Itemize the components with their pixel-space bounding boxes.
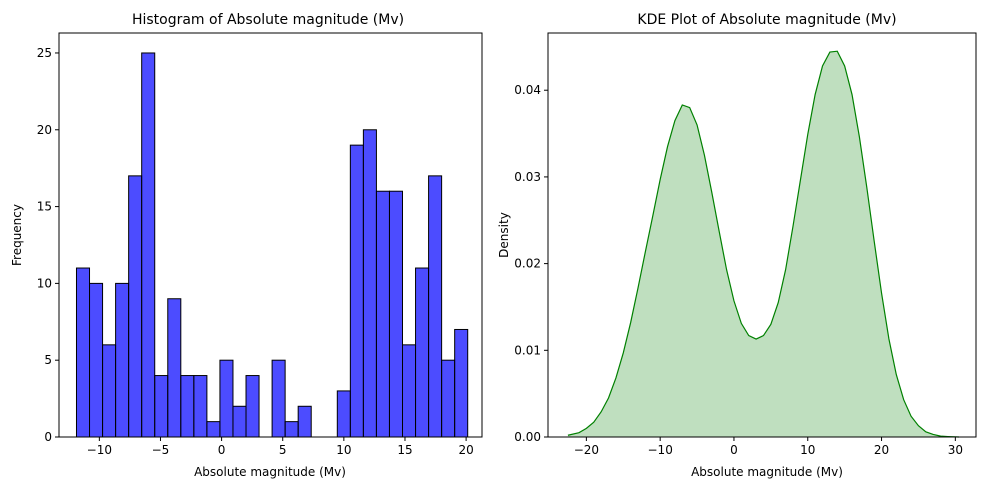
y-tick-label: 0 [44,430,52,444]
y-tick-label: 0.01 [514,343,541,357]
histogram-panel: Histogram of Absolute magnitude (Mv) −10… [10,12,483,479]
kde-title: KDE Plot of Absolute magnitude (Mv) [637,12,896,28]
histogram-bar [193,375,208,438]
kde-x-axis-label: Absolute magnitude (Mv) [691,465,843,479]
histogram-bar [167,298,182,438]
histogram-bar [115,282,130,438]
kde-plot-frame [547,32,977,438]
kde-y-ticks: 0.00 0.01 0.02 0.03 0.04 [514,83,548,444]
y-tick-label: 0.02 [514,257,541,271]
histogram-bar [128,175,143,438]
histogram-bar [245,375,260,438]
histogram-bar [349,144,364,438]
x-tick-label: 5 [279,443,287,457]
x-tick-label: 20 [874,443,889,457]
y-tick-label: 0.04 [514,83,541,97]
x-tick-label: −20 [574,443,599,457]
histogram-bar [141,52,156,438]
y-tick-label: 0.00 [514,430,541,444]
kde-x-ticks: −20 −10 0 10 20 30 [574,437,963,457]
histogram-bar [375,190,390,438]
histogram-x-axis-label: Absolute magnitude (Mv) [194,465,346,479]
histogram-bar [89,282,104,438]
histogram-bar [206,421,221,438]
y-tick-label: 0.03 [514,170,541,184]
histogram-bar [271,359,286,438]
histogram-bar [284,421,299,438]
histogram-bar [232,405,247,438]
x-tick-label: 0 [730,443,738,457]
kde-area-fill [567,51,960,438]
x-tick-label: 10 [336,443,351,457]
histogram-y-axis-label: Frequency [10,204,24,266]
histogram-bar [402,344,417,438]
y-tick-label: 15 [37,200,52,214]
histogram-bar [441,359,456,438]
histogram-bar [415,267,430,438]
x-tick-label: 10 [800,443,815,457]
x-tick-label: 20 [458,443,473,457]
histogram-bar [102,344,117,438]
histogram-bar [336,390,351,438]
kde-density-line [567,50,960,438]
y-tick-label: 25 [37,46,52,60]
histogram-x-ticks: −10 −5 0 5 10 15 20 [87,437,474,457]
histogram-title: Histogram of Absolute magnitude (Mv) [132,12,404,28]
y-tick-label: 20 [37,123,52,137]
histogram-bar [219,359,234,438]
histogram-bar [297,405,312,438]
x-tick-label: 0 [218,443,226,457]
histogram-bar [428,175,443,438]
histogram-y-ticks: 0 5 10 15 20 25 [37,46,59,444]
histogram-bar [75,267,91,438]
histogram-bar [454,328,469,438]
histogram-bar [388,190,404,438]
x-tick-label: 30 [948,443,963,457]
kde-panel: KDE Plot of Absolute magnitude (Mv) −20−… [497,12,977,479]
histogram-bar [154,375,169,438]
x-tick-label: −10 [87,443,112,457]
x-tick-label: −10 [648,443,673,457]
y-tick-label: 10 [37,276,52,290]
histogram-bars [75,52,469,438]
histogram-plot-frame [58,32,483,438]
x-tick-label: 15 [397,443,412,457]
histogram-bar [362,129,377,438]
y-tick-label: 5 [44,353,52,367]
x-tick-label: −5 [152,443,170,457]
histogram-bar [180,375,195,438]
kde-y-axis-label: Density [497,212,511,258]
